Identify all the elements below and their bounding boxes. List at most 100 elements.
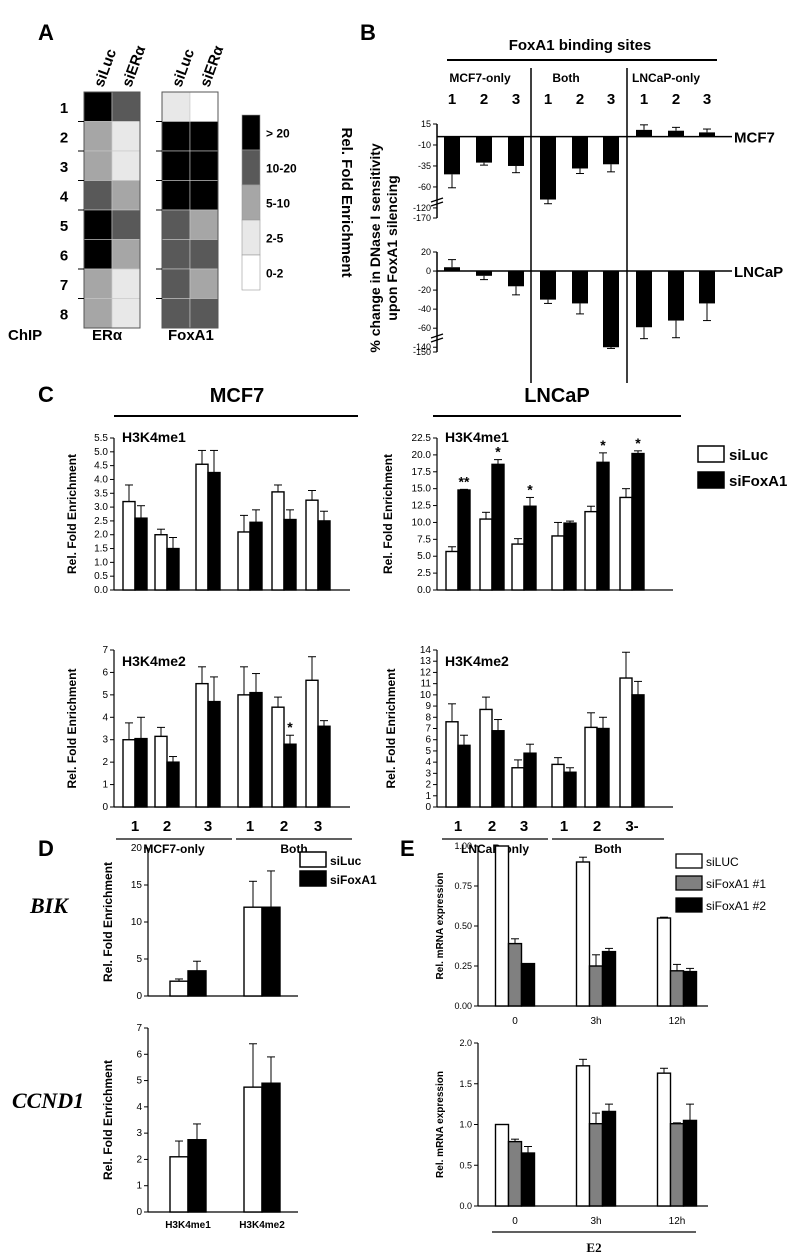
y-tick-label: 2.5 xyxy=(417,568,431,579)
bar xyxy=(207,471,221,591)
axis-break xyxy=(430,197,444,203)
bar xyxy=(154,735,168,808)
group-label: LNCaP-only xyxy=(632,71,700,85)
y-tick-label: 6 xyxy=(102,667,108,678)
bar xyxy=(457,489,471,591)
legend-swatch xyxy=(241,184,261,221)
y-tick-label: 0 xyxy=(102,802,108,813)
y-tick-label: -35 xyxy=(418,161,431,171)
heatmap-col-label: siLuc xyxy=(169,47,198,90)
category-label: 0 xyxy=(512,1216,518,1227)
bar xyxy=(682,1119,698,1207)
y-tick-label: 11 xyxy=(421,679,432,690)
category-label: 1 xyxy=(246,818,254,835)
category-label: 1 xyxy=(448,91,456,108)
category-label: 1 xyxy=(544,91,552,108)
group-label: Both xyxy=(594,842,621,856)
heatmap-cell xyxy=(111,268,141,299)
bar xyxy=(195,682,209,808)
heatmap-col-label: siLuc xyxy=(91,47,120,90)
bar xyxy=(669,970,685,1007)
legend-label: 2-5 xyxy=(266,232,284,246)
bar xyxy=(619,496,633,591)
histone-mark-label: H3K4me1 xyxy=(445,429,509,445)
bar xyxy=(243,906,263,997)
y-tick-label: -170 xyxy=(413,213,431,223)
y-axis-label: Rel. Fold Enrichment xyxy=(65,454,79,574)
bar xyxy=(457,744,471,808)
bar xyxy=(603,271,619,348)
panel-letter-d: D xyxy=(38,836,54,861)
bar xyxy=(563,771,577,808)
y-tick-label: 1.0 xyxy=(94,557,108,568)
legend-swatch xyxy=(675,897,703,913)
y-tick-label: 4 xyxy=(136,1102,142,1113)
y-tick-label: 0.00 xyxy=(454,1001,472,1011)
y-tick-label: 2.0 xyxy=(94,530,108,541)
y-tick-label: 12 xyxy=(420,667,432,678)
heatmap-col-label: siERα xyxy=(119,43,150,90)
heatmap-cell xyxy=(161,91,191,122)
significance-marker: * xyxy=(287,719,293,735)
y-tick-label: 9 xyxy=(425,701,431,712)
y-tick-label: 13 xyxy=(420,656,432,667)
bar xyxy=(520,962,536,1007)
heatmap-cell xyxy=(83,150,113,181)
y-tick-label: -120 xyxy=(413,203,431,213)
category-label: H3K4me2 xyxy=(239,1220,285,1231)
y-tick-label: 4.5 xyxy=(94,461,108,472)
legend-label: siFoxA1 xyxy=(729,473,787,490)
heatmap-cell xyxy=(83,91,113,122)
y-tick-label: 1.0 xyxy=(459,1120,472,1130)
y-tick-label: 15 xyxy=(421,119,431,129)
legend-swatch xyxy=(697,471,725,489)
y-tick-label: -20 xyxy=(418,285,431,295)
y-tick-label: 3.0 xyxy=(94,502,108,513)
y-tick-label: 2.0 xyxy=(459,1038,472,1048)
y-tick-label: 3 xyxy=(136,1128,142,1139)
y-tick-label: 4.0 xyxy=(94,474,108,485)
y-tick-label: 17.5 xyxy=(412,467,432,478)
bar xyxy=(166,547,180,591)
legend-swatch xyxy=(675,853,703,869)
y-tick-label: 6 xyxy=(425,735,431,746)
bar xyxy=(636,129,652,137)
legend-title: Rel. Fold Enrichment xyxy=(338,127,355,277)
bar xyxy=(166,761,180,808)
bar xyxy=(520,1152,536,1207)
category-label: 3 xyxy=(607,91,615,108)
legend-label: siLUC xyxy=(706,855,739,869)
bar xyxy=(317,520,331,591)
chart-title: LNCaP xyxy=(524,385,590,407)
bar xyxy=(603,136,619,165)
legend-swatch xyxy=(697,445,725,463)
bar xyxy=(588,965,604,1007)
bar xyxy=(261,1082,281,1213)
heatmap-cell xyxy=(111,121,141,152)
panel-letter-a: A xyxy=(38,20,54,45)
bar xyxy=(551,535,565,591)
legend-swatch xyxy=(675,875,703,891)
heatmap-cell xyxy=(83,239,113,270)
category-label: 3 xyxy=(520,818,528,835)
category-label: 2 xyxy=(280,818,288,835)
axis-break xyxy=(430,333,444,339)
y-tick-label: 7 xyxy=(102,645,108,656)
y-tick-label: 2 xyxy=(136,1154,142,1165)
bar xyxy=(631,452,645,591)
bar xyxy=(261,906,281,997)
category-label: 12h xyxy=(669,1016,686,1027)
y-tick-label: 5 xyxy=(425,746,431,757)
y-tick-label: 1 xyxy=(102,780,108,791)
significance-marker: * xyxy=(527,481,533,497)
bar xyxy=(656,1072,672,1207)
y-tick-label: -60 xyxy=(418,182,431,192)
bar xyxy=(283,518,297,591)
bar xyxy=(479,518,493,591)
y-tick-label: 0.5 xyxy=(459,1160,472,1170)
y-tick-label: 2 xyxy=(425,780,431,791)
bar xyxy=(601,950,617,1007)
category-label: 2 xyxy=(480,91,488,108)
bar xyxy=(494,1123,510,1207)
heatmap-cell xyxy=(161,150,191,181)
